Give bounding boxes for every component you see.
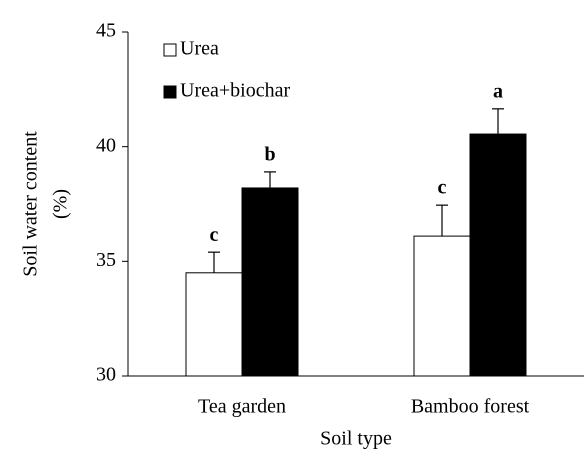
- bar: [469, 133, 527, 377]
- x-axis-label: Soil type: [320, 428, 392, 450]
- significance-letter: c: [438, 177, 447, 199]
- bar: [413, 235, 471, 377]
- y-tick-label: 40: [96, 134, 116, 156]
- significance-letter: c: [210, 224, 219, 246]
- significance-letter: b: [264, 143, 275, 165]
- legend-label: Urea+biochar: [180, 80, 290, 102]
- y-axis-label: (%): [50, 189, 72, 219]
- legend-swatch: [163, 43, 177, 57]
- legend-swatch: [163, 85, 177, 99]
- bar: [241, 187, 299, 377]
- y-tick-label: 30: [96, 364, 116, 386]
- y-axis-label: Soil water content: [20, 131, 42, 277]
- bar: [185, 272, 243, 377]
- x-tick-label: Tea garden: [198, 396, 286, 418]
- legend-label: Urea: [180, 38, 219, 60]
- y-tick-label: 45: [96, 20, 116, 42]
- x-tick-label: Bamboo forest: [411, 396, 530, 418]
- significance-letter: a: [493, 80, 503, 102]
- y-tick-label: 35: [96, 249, 116, 271]
